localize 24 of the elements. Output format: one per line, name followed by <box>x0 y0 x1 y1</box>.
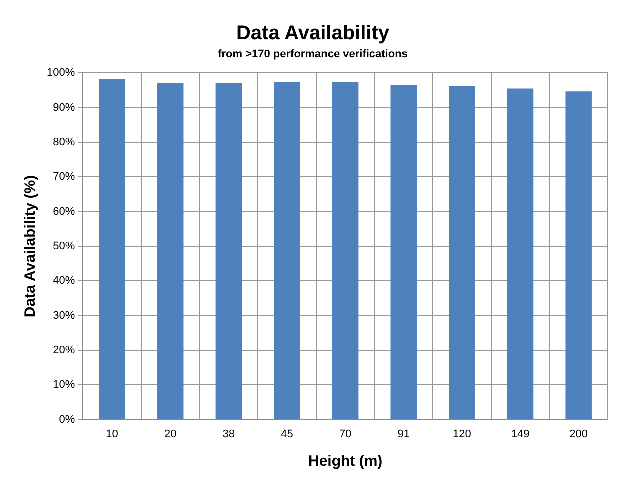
y-tick-label: 80% <box>53 136 76 149</box>
y-tick-label: 40% <box>53 275 76 288</box>
x-tick-label: 70 <box>339 428 352 440</box>
chart-subtitle: from >170 performance verifications <box>218 48 408 61</box>
chart-title: Data Availability <box>236 22 390 45</box>
y-tick-label: 70% <box>53 171 76 184</box>
x-axis-title: Height (m) <box>308 453 383 470</box>
y-tick-label: 50% <box>53 240 76 253</box>
x-tick-label: 10 <box>106 428 118 440</box>
y-tick-label: 0% <box>59 414 76 426</box>
y-tick-label: 90% <box>53 102 76 114</box>
y-tick-label: 10% <box>53 379 76 392</box>
x-tick-label: 45 <box>281 428 294 440</box>
x-tick-label: 38 <box>222 428 236 440</box>
x-tick-label: 200 <box>570 428 588 440</box>
y-tick-label: 30% <box>53 310 76 322</box>
x-tick-label: 91 <box>398 428 410 440</box>
y-axis-title: Data Availability (%) <box>22 175 40 318</box>
x-tick-label: 20 <box>164 428 177 440</box>
y-tick-label: 100% <box>46 67 76 80</box>
x-tick-label: 120 <box>453 428 472 440</box>
x-tick-label: 149 <box>511 428 530 440</box>
y-tick-label: 60% <box>53 206 76 218</box>
y-tick-label: 20% <box>53 344 76 357</box>
